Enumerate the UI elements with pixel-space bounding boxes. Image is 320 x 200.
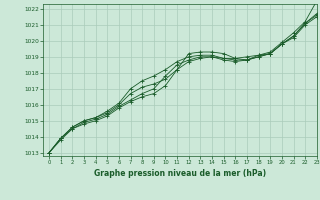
X-axis label: Graphe pression niveau de la mer (hPa): Graphe pression niveau de la mer (hPa) (94, 169, 266, 178)
